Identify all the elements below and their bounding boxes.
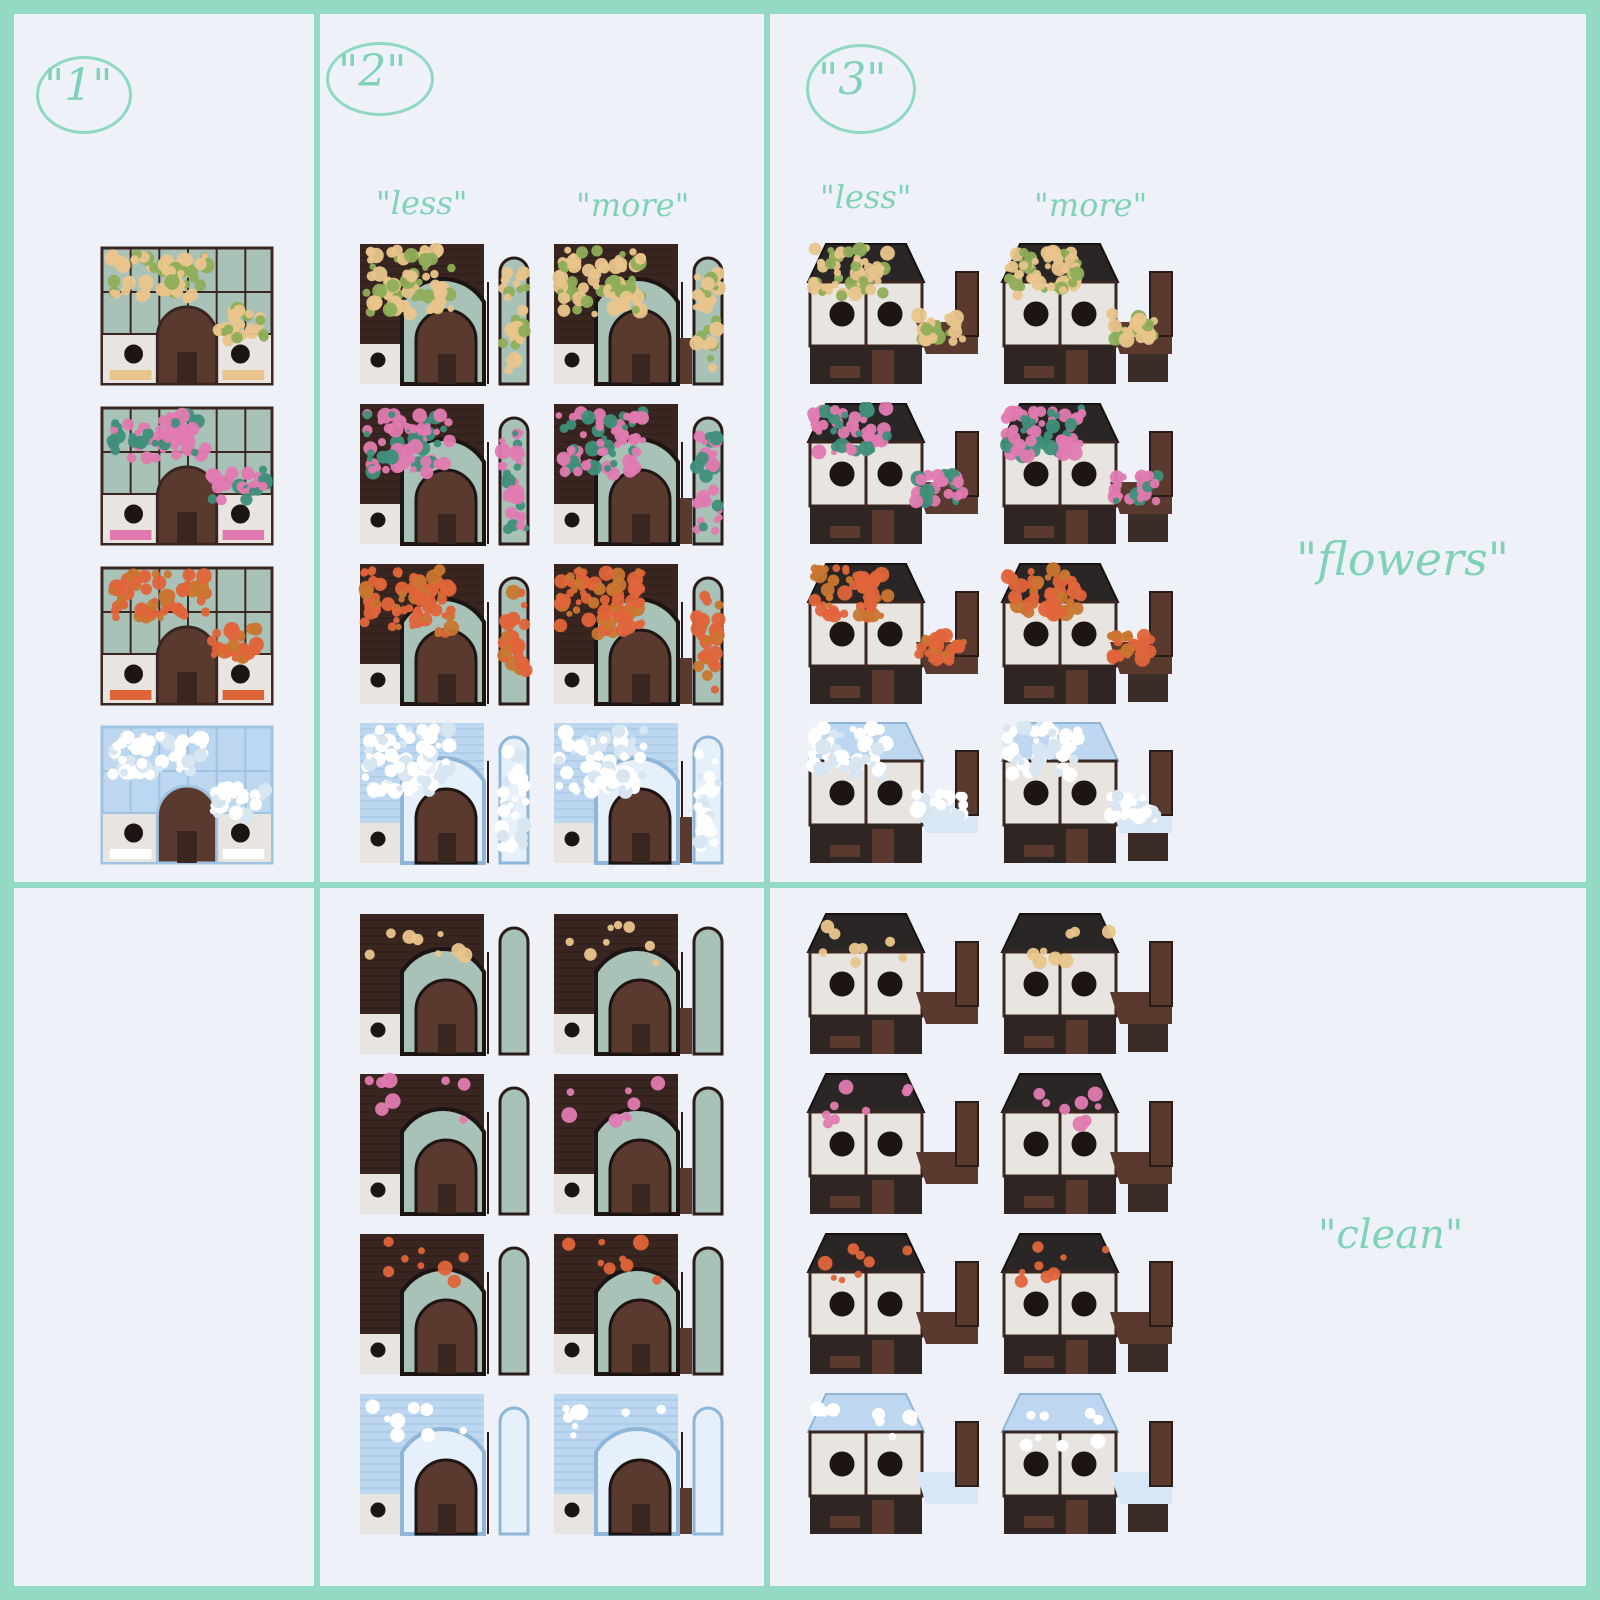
sprite-col1-flowers-spring: [100, 242, 274, 386]
sprite-col2-less-clean-spring: [358, 912, 534, 1056]
sprite-col2-less-flowers-winter: [358, 721, 534, 865]
sprite-col3-less-flowers-fall: [806, 562, 982, 706]
sprite-col2-more-flowers-winter: [552, 721, 728, 865]
sprite-col3-less-clean-spring: [806, 912, 982, 1056]
col2-more-label: "more": [576, 186, 690, 224]
sprite-col3-more-flowers-winter: [1000, 721, 1176, 865]
panel-col1-clean: [14, 888, 314, 1586]
column-number-1: "1": [44, 60, 113, 111]
sprite-col2-more-clean-fall: [552, 1232, 728, 1376]
sprite-col3-less-flowers-winter: [806, 721, 982, 865]
sprite-col2-more-flowers-fall: [552, 562, 728, 706]
row-label-flowers: "flowers": [1296, 532, 1509, 586]
column-number-circle-1: [36, 56, 132, 134]
sprite-col1-flowers-summer: [100, 402, 274, 546]
sprite-col3-more-clean-fall: [1000, 1232, 1176, 1376]
column-number-circle-2: [326, 42, 434, 116]
sprite-col2-less-flowers-summer: [358, 402, 534, 546]
sprite-col3-more-flowers-fall: [1000, 562, 1176, 706]
sprite-col3-more-clean-winter: [1000, 1392, 1176, 1536]
sprite-col2-less-flowers-fall: [358, 562, 534, 706]
col3-less-label: "less": [820, 178, 912, 216]
sprite-col2-more-clean-summer: [552, 1072, 728, 1216]
row-label-clean: "clean": [1318, 1212, 1464, 1258]
sprite-col2-more-flowers-summer: [552, 402, 728, 546]
sprite-col3-more-clean-spring: [1000, 912, 1176, 1056]
sprite-col3-less-flowers-summer: [806, 402, 982, 546]
sprite-col3-less-flowers-spring: [806, 242, 982, 386]
sprite-col2-more-flowers-spring: [552, 242, 728, 386]
sprite-col3-less-clean-fall: [806, 1232, 982, 1376]
col3-more-label: "more": [1034, 186, 1148, 224]
sprite-col1-flowers-fall: [100, 562, 274, 706]
sprite-col2-more-clean-winter: [552, 1392, 728, 1536]
sprite-col3-more-flowers-spring: [1000, 242, 1176, 386]
sprite-col3-less-clean-winter: [806, 1392, 982, 1536]
column-number-3: "3": [818, 54, 887, 105]
sprite-col2-less-flowers-spring: [358, 242, 534, 386]
sprite-col2-less-clean-summer: [358, 1072, 534, 1216]
sprite-col3-more-flowers-summer: [1000, 402, 1176, 546]
sprite-col3-less-clean-summer: [806, 1072, 982, 1216]
sprite-col2-more-clean-spring: [552, 912, 728, 1056]
column-number-circle-3: [806, 44, 916, 134]
col2-less-label: "less": [376, 184, 468, 222]
sprite-col3-more-clean-summer: [1000, 1072, 1176, 1216]
sprite-col1-flowers-winter: [100, 721, 274, 865]
column-number-2: "2": [338, 46, 407, 97]
sprite-col2-less-clean-fall: [358, 1232, 534, 1376]
sprite-col2-less-clean-winter: [358, 1392, 534, 1536]
